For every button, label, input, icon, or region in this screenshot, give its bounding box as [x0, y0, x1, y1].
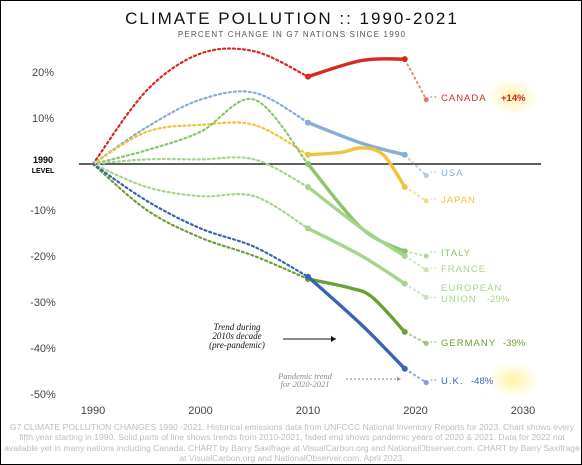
series-dashed-france: [91, 156, 310, 189]
series-end-point-usa: [423, 172, 429, 179]
series-solid-european-union: [306, 226, 407, 286]
highlight-glow: [487, 79, 539, 115]
series-point-european-union: [401, 280, 408, 287]
x-tick-label: 2000: [188, 405, 212, 417]
series-point-japan: [305, 151, 311, 158]
source-footnote: G7 CLIMATE POLLUTION CHANGES 1990 -2021.…: [4, 422, 580, 464]
annotation-trend-2010s: (pre-pandemic): [209, 340, 265, 350]
series-end-point-european-union: [423, 294, 429, 300]
series-end-value: -48%: [471, 376, 494, 387]
series-solid-italy: [306, 162, 407, 254]
series-end-point-france: [423, 267, 429, 273]
series-end-point-italy: [423, 253, 429, 259]
series-name-label: ITALY: [441, 248, 471, 259]
series-name-label: CANADA: [441, 93, 487, 104]
series-point-italy: [401, 248, 408, 255]
series-name-label: U.K.: [441, 376, 463, 387]
series-point-japan: [401, 184, 408, 190]
series-point-usa: [305, 119, 311, 126]
series-dashed-usa: [91, 90, 310, 166]
y-tick-label: -30%: [30, 297, 56, 309]
annotation-trend-2010s: Trend during: [214, 322, 261, 332]
annotation-arrow-head: [331, 336, 336, 342]
chart-title: CLIMATE POLLUTION :: 1990-2021: [125, 9, 459, 28]
series-point-germany: [401, 328, 408, 335]
x-tick-label: 1990: [81, 405, 105, 417]
series-solid-germany: [306, 277, 407, 334]
series-faded-european-union: [404, 282, 427, 299]
series-end-point-germany: [423, 340, 429, 346]
series-faded-france: [404, 255, 427, 271]
series-solid-canada: [306, 57, 407, 79]
series-name-label: USA: [441, 168, 464, 179]
series-dashed-european-union: [91, 162, 310, 230]
series-end-point-japan: [423, 198, 429, 204]
series-faded-japan: [404, 186, 427, 202]
series-faded-germany: [404, 331, 427, 345]
series-point-european-union: [305, 225, 311, 232]
baseline-label: 1990: [33, 155, 53, 165]
annotation-pandemic-arrow-head: [397, 377, 401, 381]
series-name-label: FRANCE: [441, 264, 486, 275]
annotation-pandemic-trend: for 2020-2021: [281, 379, 330, 389]
series-name-label: EUROPEAN: [441, 283, 502, 294]
y-tick-label: 20%: [32, 67, 54, 79]
series-dashed-japan: [91, 121, 310, 166]
series-point-usa: [401, 151, 408, 158]
annotation-trend-2010s: 2010s decade: [212, 331, 261, 341]
series-point-france: [305, 184, 311, 190]
series-solid-japan: [306, 146, 407, 189]
series-dashed-canada: [91, 47, 310, 166]
series-solid-france: [306, 185, 407, 258]
series-point-france: [401, 253, 408, 259]
series-dashed-u-k: [91, 162, 310, 278]
series-solid-usa: [306, 120, 407, 157]
series-name-label: UNION: [441, 294, 477, 305]
series-end-point-u-k: [423, 379, 429, 386]
series-point-canada: [401, 56, 408, 63]
chart-subtitle: PERCENT CHANGE IN G7 NATIONS SINCE 1990: [177, 30, 407, 39]
series-end-value: -39%: [503, 338, 526, 349]
annotation-pandemic-trend: Pandemic trend: [277, 371, 332, 381]
y-tick-label: 10%: [32, 113, 54, 125]
y-tick-label: -20%: [30, 251, 56, 263]
line-chart: 1990 LEVEL 20% 10% -10% -20% -30% -40% -50% 1990 2…: [30, 47, 541, 417]
baseline-label-sub: LEVEL: [32, 168, 55, 175]
series-dashed-italy: [91, 97, 310, 166]
series-name-label: GERMANY: [441, 338, 496, 349]
y-tick-label: -50%: [30, 389, 56, 401]
series-end-value: -29%: [487, 294, 510, 305]
series-faded-canada: [403, 58, 428, 101]
highlight-glow: [487, 362, 539, 398]
series-faded-usa: [404, 154, 427, 177]
series-point-u-k: [401, 365, 408, 372]
series-point-u-k: [305, 273, 311, 280]
series-point-canada: [305, 73, 311, 80]
series-point-italy: [305, 161, 311, 167]
series-solid-u-k: [306, 275, 407, 371]
series-faded-u-k: [404, 367, 427, 384]
x-tick-label: 2010: [296, 405, 320, 417]
x-tick-label: 2030: [511, 405, 535, 417]
series-end-value: +14%: [501, 93, 526, 104]
series-name-label: JAPAN: [441, 195, 476, 206]
y-tick-label: -40%: [30, 343, 56, 355]
series-dashed-germany: [91, 162, 310, 281]
y-tick-label: -10%: [30, 205, 56, 217]
series-end-point-canada: [423, 97, 429, 103]
series-faded-italy: [404, 250, 427, 257]
x-tick-label: 2020: [403, 405, 427, 417]
